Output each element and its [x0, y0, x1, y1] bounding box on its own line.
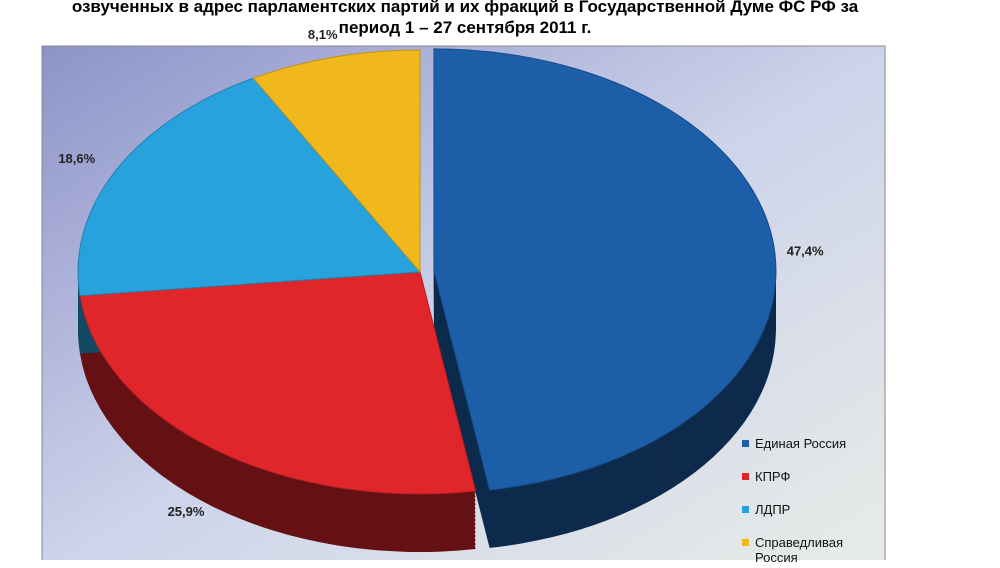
data-label: 18,6%	[58, 151, 95, 166]
legend-item: Справедливая Россия	[742, 535, 872, 568]
legend-item: ЛДПР	[742, 502, 872, 535]
slice	[77, 77, 422, 297]
legend-label: Справедливая Россия	[755, 535, 844, 565]
legend-swatch	[742, 440, 749, 447]
data-label: 47,4%	[787, 244, 824, 259]
legend-label: ЛДПР	[755, 502, 791, 517]
chart-title: озвученных в адрес парламентских партий …	[71, 0, 859, 37]
legend: Единая Россия КПРФ ЛДПР Справедливая Россия	[742, 436, 872, 568]
slice	[79, 271, 477, 495]
legend-swatch	[742, 506, 749, 513]
legend-label: КПРФ	[755, 469, 791, 484]
data-label: 8,1%	[308, 27, 338, 42]
legend-swatch	[742, 473, 749, 480]
data-label: 25,9%	[168, 504, 205, 519]
legend-swatch	[742, 539, 749, 546]
slice	[252, 49, 421, 274]
legend-item: Единая Россия	[742, 436, 872, 469]
legend-item: КПРФ	[742, 469, 872, 502]
pie	[77, 48, 777, 552]
legend-label: Единая Россия	[755, 436, 847, 451]
slice	[433, 48, 777, 491]
